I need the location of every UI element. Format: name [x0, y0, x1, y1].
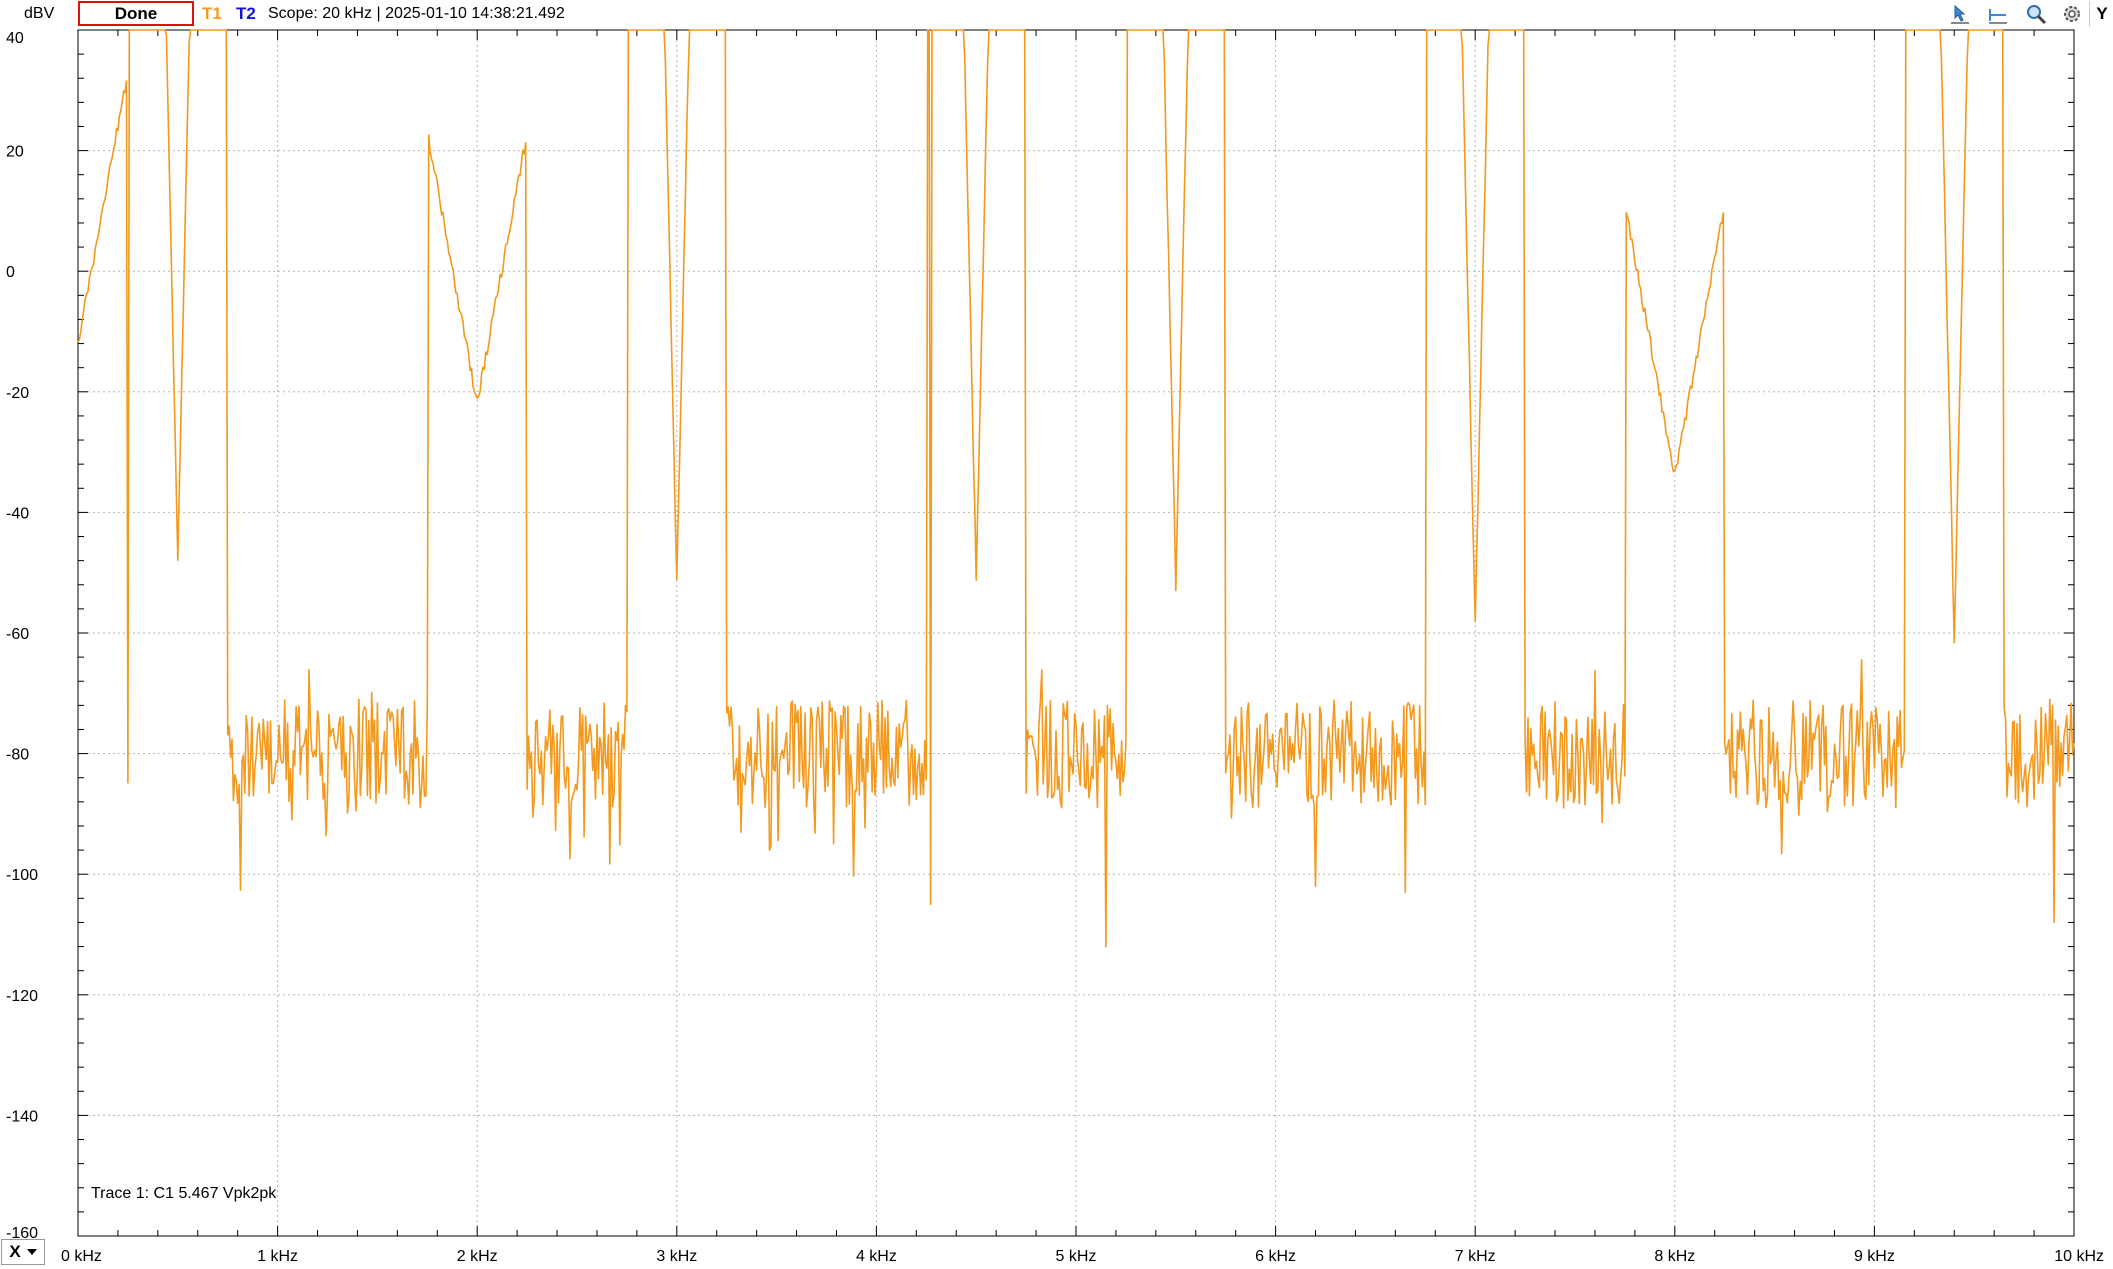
scope-info-text: Scope: 20 kHz | 2025-01-10 14:38:21.492: [268, 5, 565, 22]
chevron-down-icon: [26, 1249, 37, 1255]
x-tick-label: 7 kHz: [1455, 1248, 1496, 1265]
y-tick-label: -140: [6, 1108, 38, 1125]
x-tick-label: 5 kHz: [1056, 1248, 1097, 1265]
trace-measurement-label: Trace 1: C1 5.467 Vpk2pk: [91, 1185, 277, 1202]
x-axis-labels: 0 kHz 1 kHz 2 kHz 3 kHz 4 kHz 5 kHz 6 kHz 7 kHz…: [61, 1248, 2104, 1265]
y-tick-label: 20: [6, 144, 24, 161]
baseline-icon[interactable]: [1985, 2, 2011, 26]
y-tick-label: -40: [6, 505, 29, 522]
x-tick-label: 9 kHz: [1854, 1248, 1895, 1265]
x-axis-menu-button[interactable]: X: [1, 1239, 45, 1265]
y-axis-labels: 40 20 0 -20 -40 -60 -80 -100 -120 -140 -160: [6, 30, 38, 1242]
trace-1-tab[interactable]: T1: [202, 4, 222, 23]
x-axis-menu-label: X: [9, 1242, 21, 1261]
x-tick-label: 8 kHz: [1654, 1248, 1695, 1265]
y-tick-label: -20: [6, 385, 29, 402]
y-axis-menu-button[interactable]: Y: [2089, 1, 2113, 27]
run-status-button[interactable]: Done: [78, 1, 194, 26]
y-tick-label: -100: [6, 867, 38, 884]
y-tick-label: 40: [6, 30, 24, 47]
minor-ticks: [77, 29, 2075, 1237]
y-tick-label: -80: [6, 747, 29, 764]
trace-1-line: [77, 29, 2075, 948]
x-tick-label: 3 kHz: [656, 1248, 697, 1265]
x-tick-label: 1 kHz: [257, 1248, 298, 1265]
y-tick-label: -60: [6, 626, 29, 643]
y-tick-label: 0: [6, 264, 15, 281]
x-tick-label: 6 kHz: [1255, 1248, 1296, 1265]
plot-grid: [78, 30, 2074, 1236]
y-tick-label: -160: [6, 1225, 38, 1242]
settings-gear-icon[interactable]: [2059, 2, 2085, 26]
y-unit-label: dBV: [24, 5, 55, 22]
zoom-icon[interactable]: [2023, 2, 2049, 26]
trace-2-tab[interactable]: T2: [236, 4, 256, 23]
x-tick-label: 10 kHz: [2054, 1248, 2104, 1265]
cursor-arrow-icon[interactable]: [1947, 2, 1973, 26]
x-tick-label: 0 kHz: [61, 1248, 102, 1265]
x-tick-label: 2 kHz: [457, 1248, 498, 1265]
y-tick-label: -120: [6, 988, 38, 1005]
x-tick-label: 4 kHz: [856, 1248, 897, 1265]
toolbar: dBV Done T1 T2 Scope: 20 kHz | 2025-01-1…: [0, 0, 2113, 30]
